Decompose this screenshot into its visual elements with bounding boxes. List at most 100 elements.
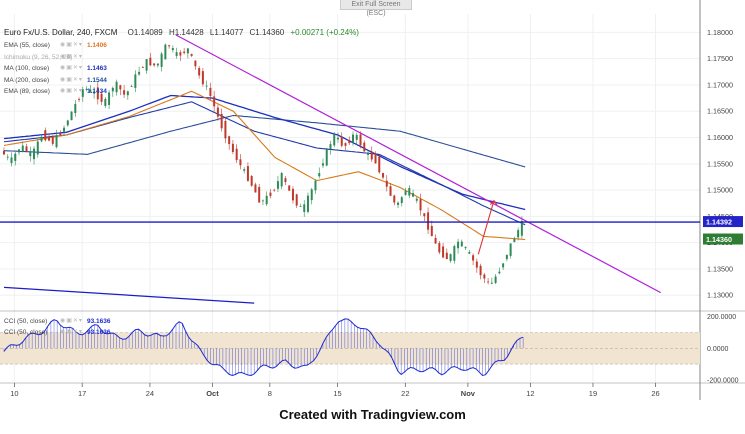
indicator-value: 1.1463 <box>86 65 107 72</box>
candle-body <box>321 163 324 166</box>
cci-legend: CCI (50, close) ◉▣✕▾ 93.1636 CCI (50, cl… <box>4 316 110 338</box>
indicator-row[interactable]: EMA (55, close) ◉▣✕▾ 1.1406 <box>4 40 107 52</box>
candle-body <box>115 81 118 93</box>
candle-body <box>93 91 96 94</box>
x-tick-label: Oct <box>206 389 219 398</box>
candle-body <box>352 134 355 143</box>
candle-body <box>284 178 287 183</box>
indicator-label: EMA (89, close) <box>4 88 50 95</box>
indicator-row[interactable]: Ichimoku (9, 26, 52, 26) ◉▣✕▾ <box>4 52 107 64</box>
candle-body <box>3 150 5 155</box>
x-tick-label: 8 <box>268 389 272 398</box>
candle-body <box>505 254 508 260</box>
candle-body <box>310 189 313 201</box>
candle-body <box>63 127 66 132</box>
candle-body <box>269 192 272 196</box>
candle-body <box>55 135 58 148</box>
candle-body <box>145 59 148 71</box>
candle-body <box>179 52 182 56</box>
y-tick-label: 1.17000 <box>707 80 733 89</box>
indicator-label: CCI (50, close) <box>4 329 48 336</box>
indicator-tools-icon[interactable]: ◉▣✕▾ <box>60 88 83 94</box>
candle-body <box>254 184 257 193</box>
candle-body <box>299 206 302 207</box>
candle-body <box>126 91 129 96</box>
candle-body <box>397 202 400 205</box>
drawings <box>0 34 700 304</box>
candle-body <box>318 172 321 177</box>
candle-body <box>89 89 92 93</box>
candle-body <box>239 159 242 166</box>
x-tick-label: 26 <box>651 389 659 398</box>
candle-body <box>479 265 482 276</box>
candle-body <box>18 149 21 153</box>
indicator-row[interactable]: CCI (50, close) ◉▣✕▾ 93.1636 <box>4 316 110 327</box>
candle-body <box>194 60 197 67</box>
candle-body <box>344 143 347 146</box>
candle-body <box>389 186 392 196</box>
candle-body <box>33 148 36 160</box>
indicator-row[interactable]: MA (200, close) ◉▣✕▾ 1.1544 <box>4 75 107 87</box>
cci-tick-label: 0.0000 <box>707 346 729 353</box>
candle-body <box>468 251 471 254</box>
candle-body <box>303 204 306 212</box>
indicator-value: 93.1636 <box>86 318 111 325</box>
cci-tick-label: 200.0000 <box>707 314 736 321</box>
candle-body <box>363 142 366 152</box>
candle-body <box>228 136 231 145</box>
indicator-tools-icon[interactable]: ◉▣✕▾ <box>60 65 83 71</box>
candle-body <box>336 137 339 140</box>
candle-body <box>141 67 144 68</box>
indicator-row[interactable]: MA (100, close) ◉▣✕▾ 1.1463 <box>4 63 107 75</box>
price-tag-line-text: 1.14392 <box>706 218 732 227</box>
y-tick-label: 1.13500 <box>707 264 733 273</box>
candle-body <box>6 156 9 158</box>
candle-body <box>475 261 478 268</box>
candle-body <box>224 120 227 139</box>
candle-body <box>490 282 493 284</box>
indicator-tools-icon[interactable]: ◉▣✕▾ <box>60 318 83 324</box>
candle-body <box>231 143 234 152</box>
candle-body <box>457 241 460 249</box>
candle-body <box>498 271 501 274</box>
price-tag-line <box>703 216 743 228</box>
candle-body <box>374 153 377 164</box>
ohlc-low: L1.14077 <box>209 28 244 37</box>
indicator-tools-icon[interactable]: ◉▣✕▾ <box>60 329 83 335</box>
candle-body <box>325 149 328 166</box>
candle-body <box>59 133 62 136</box>
indicator-row[interactable]: CCI (50, close) ◉▣✕▾ 93.1636 <box>4 327 110 338</box>
candle-body <box>520 220 523 236</box>
candle-body <box>243 169 246 171</box>
indicator-tools-icon[interactable]: ◉▣✕▾ <box>60 42 83 48</box>
candle-body <box>209 87 212 96</box>
candle-body <box>138 71 141 75</box>
candle-body <box>378 156 381 173</box>
candles <box>3 43 523 285</box>
exit-fullscreen-button[interactable]: Exit Full Screen (ESC) <box>340 0 412 17</box>
candle-body <box>183 51 186 53</box>
candle-body <box>119 85 122 90</box>
symbol-title[interactable]: Euro Fx/U.S. Dollar, 240, FXCM <box>4 28 118 37</box>
indicator-legend: EMA (55, close) ◉▣✕▾ 1.1406 Ichimoku (9,… <box>4 40 107 98</box>
x-tick-label: Nov <box>461 389 476 398</box>
candle-body <box>404 190 407 195</box>
candle-body <box>442 246 445 258</box>
arrow-head <box>490 199 498 206</box>
lower-trendline <box>3 286 255 304</box>
arrow-shaft <box>477 200 495 255</box>
indicator-tools-icon[interactable]: ◉▣✕▾ <box>60 53 83 60</box>
y-tick-label: 1.16500 <box>707 107 733 116</box>
candle-body <box>502 263 505 268</box>
candle-body <box>14 153 17 161</box>
ohlc-close: C1.14360 <box>249 28 285 37</box>
indicator-row[interactable]: EMA (89, close) ◉▣✕▾ 1.1434 <box>4 86 107 98</box>
y-tick-label: 1.15500 <box>707 159 733 168</box>
indicator-tools-icon[interactable]: ◉▣✕▾ <box>60 76 83 83</box>
candle-body <box>487 281 490 283</box>
indicator-value: 93.1636 <box>86 329 111 336</box>
ema55-line <box>3 90 526 241</box>
candle-body <box>149 57 152 66</box>
